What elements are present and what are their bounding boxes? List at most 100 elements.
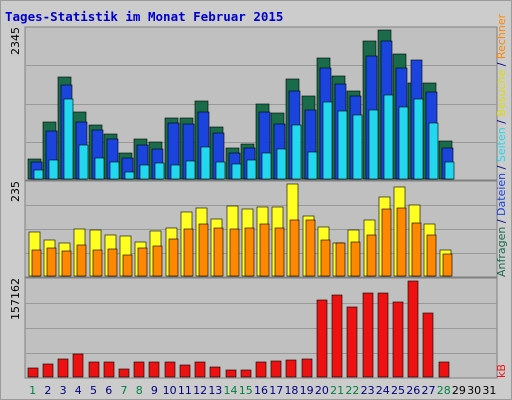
bar-seiten-day-9 (154, 162, 165, 180)
bar-kb-day-7 (118, 368, 130, 378)
right-legend-top-item-6: / (495, 117, 508, 128)
x-tick-label-day-4: 4 (75, 384, 82, 397)
x-tick-label-day-14: 14 (224, 384, 238, 397)
bar-kb-day-22 (346, 306, 358, 378)
x-tick-label-day-26: 26 (406, 384, 420, 397)
bar-rechner-day-8 (137, 247, 148, 277)
bar-seiten-day-14 (231, 163, 242, 180)
right-legend-top-item-5: Seiten (495, 127, 508, 162)
bar-kb-day-5 (88, 361, 100, 378)
bar-seiten-day-19 (307, 151, 318, 180)
bar-kb-day-17 (270, 360, 282, 378)
bar-kb-day-16 (255, 361, 267, 378)
bar-kb-day-11 (179, 364, 191, 378)
bar-rechner-day-21 (335, 242, 346, 277)
x-tick-label-day-16: 16 (254, 384, 268, 397)
bar-seiten-day-21 (337, 110, 348, 180)
x-tick-label-day-1: 1 (29, 384, 36, 397)
bar-seiten-day-20 (322, 101, 333, 180)
bar-rechner-day-20 (320, 239, 331, 277)
right-legend-top-item-3: Dateien (495, 173, 508, 216)
x-tick-label-day-22: 22 (345, 384, 359, 397)
x-tick-label-day-5: 5 (90, 384, 97, 397)
bar-kb-day-8 (133, 361, 145, 378)
bar-rechner-day-4 (76, 244, 87, 277)
bar-kb-day-2 (42, 363, 54, 378)
bar-seiten-day-10 (170, 164, 181, 180)
bar-seiten-day-6 (109, 161, 120, 180)
bar-rechner-day-5 (92, 249, 103, 277)
bar-seiten-day-8 (139, 164, 150, 180)
x-tick-label-day-31: 31 (482, 384, 496, 397)
y-axis-max-label-3: 157162 (9, 278, 22, 320)
bar-seiten-day-13 (215, 161, 226, 180)
bar-seiten-day-5 (94, 157, 105, 180)
bar-kb-day-9 (148, 361, 160, 378)
x-tick-label-day-13: 13 (208, 384, 222, 397)
bar-rechner-day-13 (213, 227, 224, 277)
bar-rechner-day-14 (229, 228, 240, 277)
x-tick-label-day-19: 19 (300, 384, 314, 397)
bar-seiten-day-27 (428, 122, 439, 180)
x-tick-label-day-17: 17 (269, 384, 283, 397)
bar-seiten-day-18 (291, 124, 302, 180)
right-legend-top-item-4: / (495, 162, 508, 173)
bar-rechner-day-6 (107, 248, 118, 277)
bar-kb-day-19 (301, 358, 313, 378)
bar-kb-day-27 (422, 312, 434, 378)
bar-seiten-day-7 (124, 171, 135, 180)
bar-kb-day-1 (27, 367, 39, 378)
bar-rechner-day-3 (61, 250, 72, 277)
x-tick-label-day-3: 3 (60, 384, 67, 397)
right-legend-top-item-2: / (495, 216, 508, 227)
bar-seiten-day-15 (246, 159, 257, 180)
x-tick-label-day-15: 15 (239, 384, 253, 397)
bar-rechner-day-1 (31, 249, 42, 277)
bar-kb-day-24 (377, 292, 389, 378)
bar-kb-day-20 (316, 299, 328, 378)
bar-rechner-day-12 (198, 223, 209, 277)
right-legend-top: Anfragen / Dateien / Seiten / Besuche / … (495, 13, 508, 277)
bar-rechner-day-23 (366, 234, 377, 277)
bar-kb-day-23 (362, 292, 374, 378)
right-legend-bottom: kB (495, 364, 508, 378)
right-legend-top-item-1: Anfragen (495, 227, 508, 277)
bar-rechner-day-28 (442, 253, 453, 277)
bar-kb-day-14 (225, 369, 237, 378)
bar-kb-day-10 (164, 361, 176, 378)
bar-seiten-day-24 (383, 94, 394, 180)
bar-kb-day-3 (57, 358, 69, 378)
bar-kb-day-18 (285, 359, 297, 378)
x-tick-label-day-2: 2 (44, 384, 51, 397)
bar-seiten-day-3 (63, 98, 74, 180)
bar-rechner-day-2 (46, 247, 57, 277)
bar-seiten-day-23 (368, 109, 379, 180)
bar-rechner-day-19 (305, 219, 316, 277)
bar-seiten-day-1 (33, 169, 44, 180)
bar-rechner-day-11 (183, 228, 194, 277)
bar-seiten-day-11 (185, 160, 196, 180)
bar-rechner-day-24 (381, 208, 392, 277)
bar-rechner-day-18 (289, 219, 300, 277)
right-legend-top-item-8: / (495, 59, 508, 70)
bar-rechner-day-27 (426, 234, 437, 277)
bar-seiten-day-25 (398, 106, 409, 180)
bar-seiten-day-16 (261, 152, 272, 180)
bar-rechner-day-25 (396, 207, 407, 277)
x-tick-label-day-6: 6 (105, 384, 112, 397)
chart-title: Tages-Statistik im Monat Februar 2015 (5, 9, 284, 24)
bar-rechner-day-15 (244, 227, 255, 277)
bar-rechner-day-26 (411, 222, 422, 277)
x-tick-label-day-28: 28 (437, 384, 451, 397)
x-tick-label-day-27: 27 (421, 384, 435, 397)
bar-kb-day-21 (331, 294, 343, 378)
bar-kb-day-12 (194, 361, 206, 378)
bar-rechner-day-22 (350, 241, 361, 277)
x-tick-label-day-24: 24 (376, 384, 390, 397)
bar-seiten-day-4 (78, 144, 89, 180)
x-tick-label-day-7: 7 (120, 384, 127, 397)
bar-seiten-day-22 (352, 114, 363, 180)
x-tick-label-day-25: 25 (391, 384, 405, 397)
